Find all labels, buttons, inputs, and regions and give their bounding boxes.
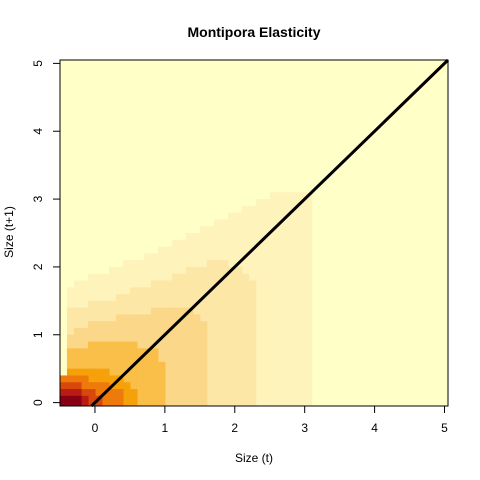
identity-line-layer xyxy=(90,58,450,408)
heatmap-cell xyxy=(234,266,243,406)
heatmap-cell xyxy=(164,307,173,406)
heatmap-cell xyxy=(157,307,166,406)
heatmap-cell xyxy=(129,341,138,406)
y-axis-label: Size (t+1) xyxy=(2,206,16,258)
heatmap-cell xyxy=(290,192,299,406)
heatmap-cell xyxy=(304,192,313,406)
x-tick-label: 0 xyxy=(92,421,99,435)
chart-title: Montipora Elasticity xyxy=(187,24,320,40)
y-tick-label: 2 xyxy=(31,263,45,270)
heatmap-cell xyxy=(60,395,68,406)
axes-layer: 0 1 2 3 4 5 0 1 2 3 4 5 xyxy=(31,60,448,435)
heatmap-cell xyxy=(129,389,138,406)
heatmap-cell xyxy=(143,348,152,406)
x-tick-label: 2 xyxy=(231,421,238,435)
y-tick-label: 4 xyxy=(31,128,45,135)
heatmap-cell xyxy=(269,192,278,406)
heatmap-cell xyxy=(150,348,159,406)
heatmap-cell xyxy=(122,382,131,406)
x-tick-label: 4 xyxy=(371,421,378,435)
heatmap-cell xyxy=(80,395,89,406)
heatmap-cell xyxy=(255,199,264,406)
heatmap-cell xyxy=(115,389,124,406)
heatmap-cell xyxy=(185,307,194,406)
x-tick-label: 5 xyxy=(441,421,448,435)
heatmap-cell xyxy=(206,260,215,406)
heatmap-cell xyxy=(192,314,201,406)
heatmap-cell xyxy=(227,266,236,406)
heatmap-cell xyxy=(213,260,222,406)
heatmap-cell xyxy=(115,341,124,406)
heatmap-cell xyxy=(297,192,306,406)
heatmap-cell xyxy=(178,307,187,406)
heatmap-cell xyxy=(73,395,82,406)
heatmap-cell xyxy=(171,307,180,406)
x-tick-label: 3 xyxy=(301,421,308,435)
heatmap-band-9 xyxy=(60,395,82,406)
heatmap-cell xyxy=(87,389,96,406)
heatmap-cell xyxy=(108,341,117,406)
heatmap-cell xyxy=(262,199,271,406)
y-tick-label: 5 xyxy=(31,60,45,67)
heatmap-cell xyxy=(66,395,75,406)
heatmap-cell xyxy=(276,192,285,406)
y-tick-label: 3 xyxy=(31,195,45,202)
heatmap-cell xyxy=(241,273,250,406)
x-axis-label: Size (t) xyxy=(235,451,273,465)
y-tick-label: 1 xyxy=(31,331,45,338)
y-tick-label: 0 xyxy=(31,399,45,406)
heatmap-cell xyxy=(283,192,292,406)
x-tick-label: 1 xyxy=(162,421,169,435)
heatmap-cell xyxy=(199,321,208,406)
identity-line xyxy=(90,58,450,408)
heatmap-cell xyxy=(94,382,103,406)
heatmap-cell xyxy=(136,348,145,406)
heatmap-cell xyxy=(157,361,166,406)
heatmap-cell xyxy=(248,280,257,406)
heatmap-cell xyxy=(220,260,229,406)
heatmap-layer xyxy=(60,60,448,406)
heatmap-cell xyxy=(108,389,117,406)
